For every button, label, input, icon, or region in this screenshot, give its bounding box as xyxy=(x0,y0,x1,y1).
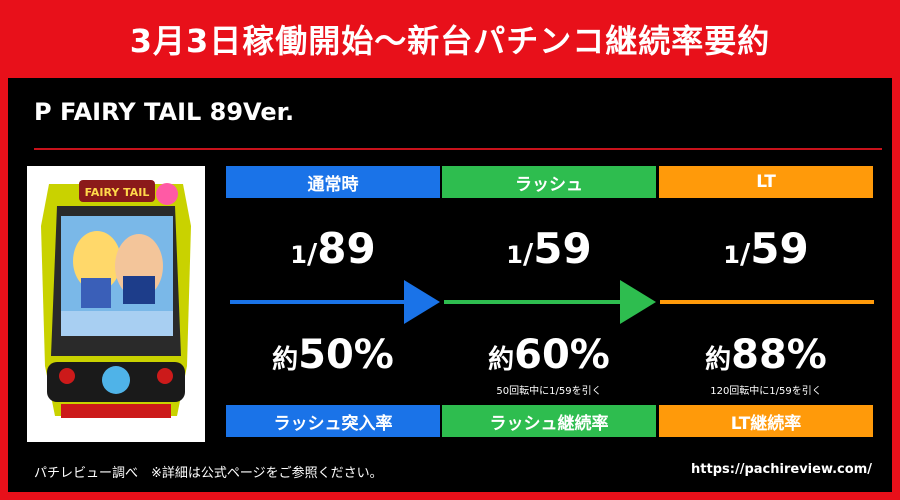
divider xyxy=(34,148,882,150)
arrow-green-head xyxy=(620,280,656,324)
rate-rush-continue: 約60% xyxy=(488,332,610,378)
content-panel: P FAIRY TAIL 89Ver. FAIRY TAIL xyxy=(8,78,892,492)
label-rush-entry-rate: ラッシュ突入率 xyxy=(226,405,440,437)
svg-text:FAIRY TAIL: FAIRY TAIL xyxy=(85,186,150,199)
footer-url-link[interactable]: https://pachireview.com/ xyxy=(691,462,872,477)
arrow-orange-line xyxy=(660,300,874,304)
arrow-blue-head xyxy=(404,280,440,324)
arrow-green xyxy=(444,300,624,304)
machine-image: FAIRY TAIL xyxy=(27,166,205,442)
label-normal: 通常時 xyxy=(226,166,440,198)
label-lt: LT xyxy=(659,166,873,198)
probability-rush: 1/59 xyxy=(506,224,592,273)
label-rush-continue-rate: ラッシュ継続率 xyxy=(442,405,656,437)
flow-arrows xyxy=(230,280,874,324)
note-lt: 120回転中に1/59を引く xyxy=(710,386,822,397)
label-lt-continue-rate: LT継続率 xyxy=(659,405,873,437)
rate-lt-continue: 約88% xyxy=(705,332,827,378)
note-rush: 50回転中に1/59を引く xyxy=(496,386,602,397)
footer-source: パチレビュー調べ ※詳細は公式ページをご参照ください。 xyxy=(34,466,383,481)
probability-normal: 1/89 xyxy=(290,224,376,273)
rate-entry: 約50% xyxy=(272,332,394,378)
page-title: 3月3日稼働開始～新台パチンコ継続率要約 xyxy=(129,22,771,60)
machine-name: P FAIRY TAIL 89Ver. xyxy=(34,98,295,126)
label-rush: ラッシュ xyxy=(442,166,656,198)
arrow-blue xyxy=(230,300,410,304)
probability-lt: 1/59 xyxy=(723,224,809,273)
